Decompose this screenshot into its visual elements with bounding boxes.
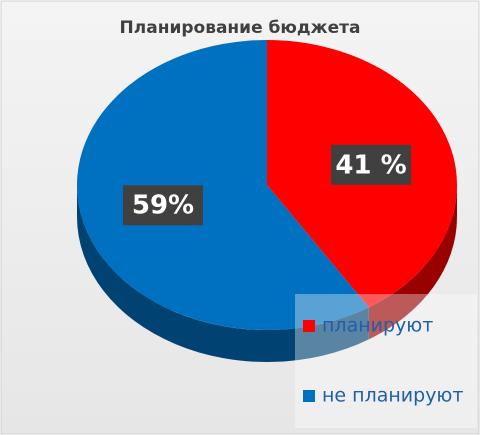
data-labels: 41 % 59%: [123, 144, 411, 226]
label-box: [330, 144, 411, 185]
legend-box: [295, 294, 477, 428]
data-label: 41 %: [335, 150, 406, 180]
slice-side: [77, 185, 369, 363]
label-box: [123, 185, 204, 226]
legend-swatch: [303, 390, 315, 402]
legend: планируют не планируют: [303, 315, 464, 407]
legend-label: не планируют: [322, 385, 464, 407]
slice: [77, 40, 369, 330]
data-label: 59%: [132, 191, 194, 221]
legend-swatch: [303, 320, 315, 332]
chart-title: Планирование бюджета: [120, 18, 361, 38]
slice-side: [368, 185, 457, 340]
legend-label: планируют: [322, 315, 433, 337]
